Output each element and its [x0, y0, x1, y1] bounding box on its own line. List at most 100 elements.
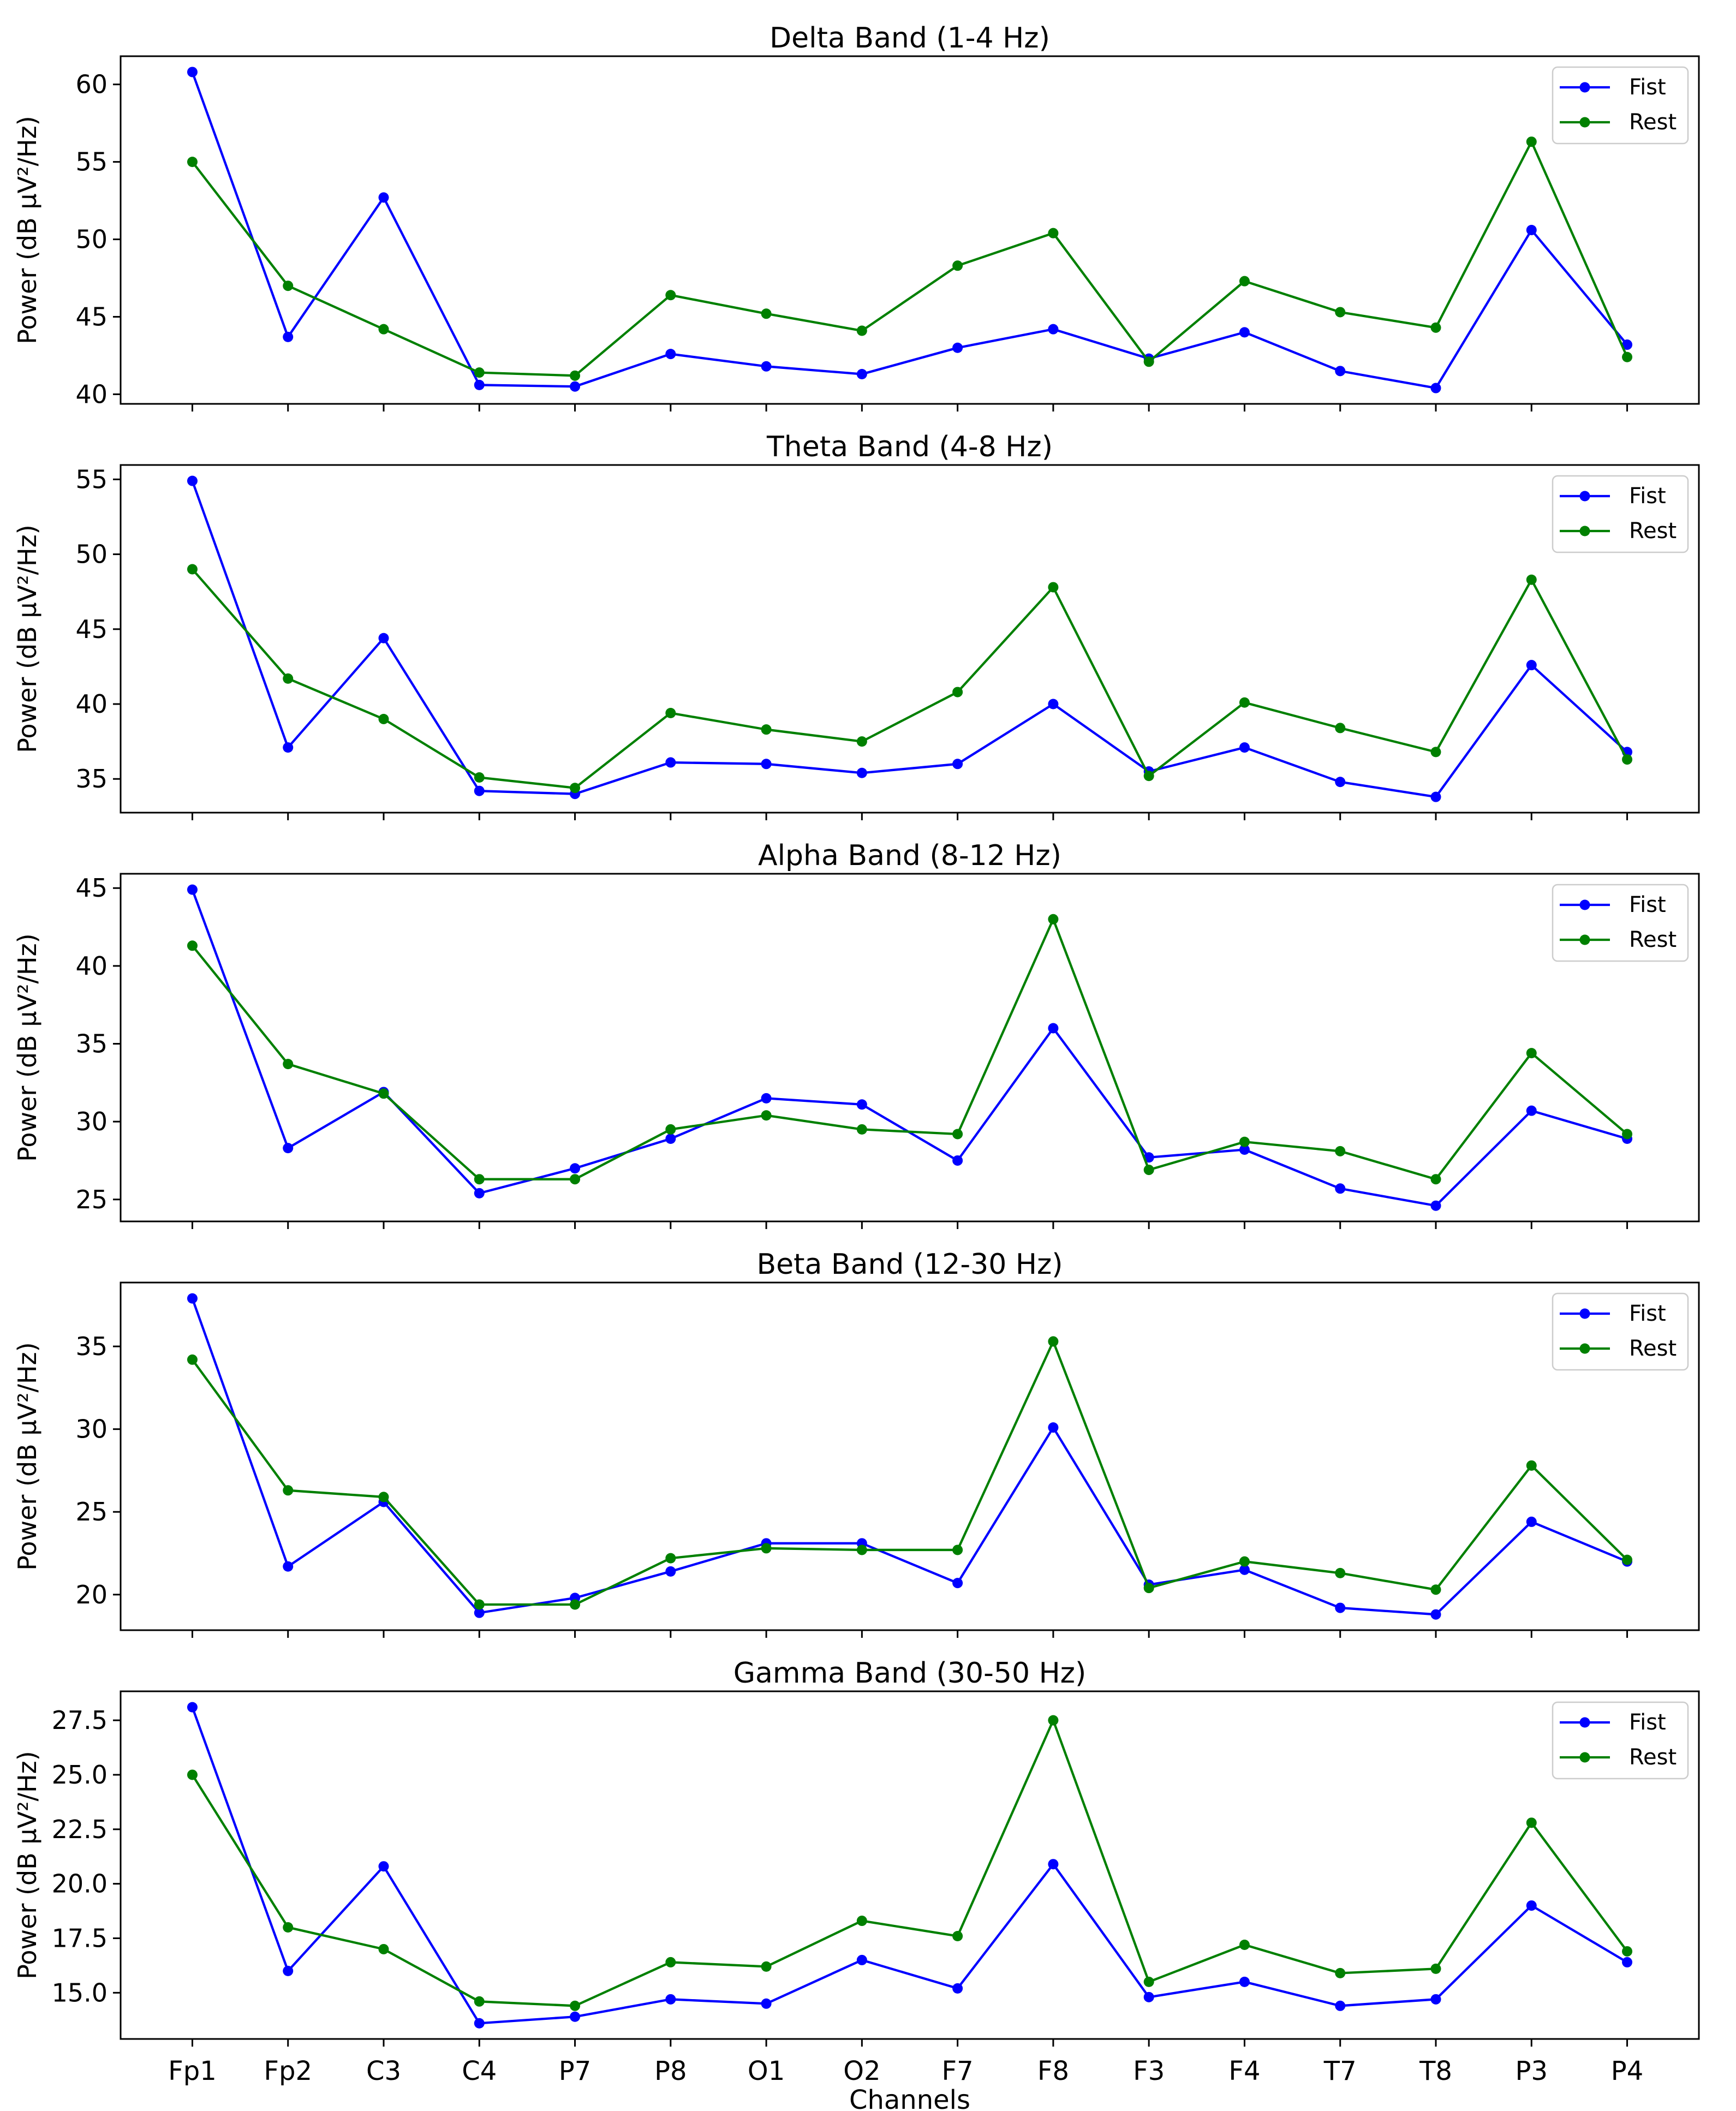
rest-marker-O2 — [856, 1545, 867, 1555]
fist-marker-O2 — [856, 368, 867, 379]
fist-marker-P3 — [1526, 1105, 1537, 1116]
fist-marker-T7 — [1335, 777, 1346, 788]
y-tick-label: 22.5 — [52, 1815, 108, 1844]
rest-marker-O1 — [761, 724, 772, 735]
fist-marker-F7 — [952, 1155, 963, 1166]
y-axis-label: Power (dB μV²/Hz) — [13, 116, 42, 344]
rest-marker-F4 — [1239, 697, 1250, 708]
fist-marker-T7 — [1335, 366, 1346, 377]
y-tick-label: 35 — [75, 1029, 108, 1059]
legend-marker-fist — [1579, 491, 1590, 502]
fist-marker-P8 — [665, 1134, 676, 1144]
fist-marker-F4 — [1239, 1976, 1250, 1987]
x-tick-label-O2: O2 — [843, 2056, 880, 2086]
fist-marker-F7 — [952, 1983, 963, 1994]
x-tick-label-F4: F4 — [1228, 2056, 1260, 2086]
fist-marker-Fp1 — [187, 67, 198, 77]
y-tick-label: 40 — [75, 951, 108, 981]
y-axis-ticks: 40 45 50 55 60 — [75, 70, 121, 409]
legend-label-fist: Fist — [1629, 1710, 1666, 1735]
rest-marker-C4 — [474, 1174, 485, 1185]
fist-marker-O2 — [856, 1099, 867, 1110]
legend-item-fist: Fist — [1560, 892, 1666, 917]
rest-marker-F8 — [1048, 914, 1059, 925]
fist-marker-T7 — [1335, 2000, 1346, 2011]
rest-marker-C4 — [474, 1599, 485, 1610]
rest-marker-P3 — [1526, 1048, 1537, 1059]
fist-series-line — [187, 1293, 1633, 1620]
rest-series-line — [187, 136, 1633, 381]
legend-marker-rest — [1579, 117, 1590, 128]
y-tick-label: 20 — [75, 1580, 108, 1609]
rest-marker-O2 — [856, 736, 867, 747]
rest-marker-P3 — [1526, 136, 1537, 147]
fist-marker-P4 — [1622, 1957, 1633, 1967]
rest-marker-Fp1 — [187, 157, 198, 168]
legend-label-rest: Rest — [1629, 1745, 1677, 1770]
rest-marker-P8 — [665, 1957, 676, 1967]
rest-marker-P7 — [570, 370, 581, 381]
legend-label-fist: Fist — [1629, 75, 1666, 100]
legend: Fist Rest — [1552, 66, 1689, 145]
legend-label-rest: Rest — [1629, 518, 1677, 544]
y-tick-label: 17.5 — [52, 1923, 108, 1953]
fist-marker-O1 — [761, 1093, 772, 1104]
fist-marker-Fp1 — [187, 884, 198, 895]
rest-marker-Fp1 — [187, 564, 198, 575]
fist-marker-C4 — [474, 2018, 485, 2029]
legend-label-rest: Rest — [1629, 110, 1677, 135]
x-tick-label-O1: O1 — [748, 2056, 785, 2086]
y-tick-label: 35 — [75, 1332, 108, 1361]
fist-marker-T7 — [1335, 1602, 1346, 1613]
fist-marker-T8 — [1430, 791, 1441, 802]
legend: Fist Rest — [1552, 1292, 1689, 1371]
rest-marker-O1 — [761, 1110, 772, 1121]
y-axis-ticks: 15.0 17.5 20.0 22.5 25.0 27.5 — [52, 1706, 121, 2007]
y-tick-label: 50 — [75, 540, 108, 569]
fist-marker-C4 — [474, 379, 485, 390]
legend-item-rest: Rest — [1560, 927, 1677, 952]
fist-marker-T7 — [1335, 1183, 1346, 1194]
x-tick-label-T7: T7 — [1323, 2056, 1357, 2086]
legend: Fist Rest — [1552, 1701, 1689, 1780]
rest-marker-F3 — [1143, 1976, 1154, 1987]
x-axis-label: Channels — [849, 2085, 970, 2111]
y-axis-label: Power (dB μV²/Hz) — [13, 524, 42, 753]
rest-marker-Fp1 — [187, 940, 198, 951]
rest-marker-P4 — [1622, 754, 1633, 765]
fist-marker-P3 — [1526, 660, 1537, 671]
rest-marker-Fp2 — [283, 1485, 294, 1496]
legend-marker-fist — [1579, 82, 1590, 93]
axes-frame — [120, 55, 1700, 405]
axes-frame — [120, 1690, 1700, 2040]
x-axis-ticks — [191, 404, 1628, 412]
subplot-delta-band: Delta Band (1-4 Hz) Power (dB μV²/Hz) 40 45… — [13, 22, 1700, 412]
rest-marker-T7 — [1335, 1146, 1346, 1156]
rest-marker-F4 — [1239, 1136, 1250, 1147]
fist-marker-Fp2 — [283, 1143, 294, 1154]
subplot-title: Theta Band (4-8 Hz) — [766, 431, 1053, 463]
fist-marker-F7 — [952, 1578, 963, 1589]
rest-marker-C3 — [378, 1943, 389, 1954]
fist-marker-F4 — [1239, 327, 1250, 338]
fist-marker-C3 — [378, 633, 389, 643]
rest-marker-Fp1 — [187, 1769, 198, 1780]
fist-marker-T8 — [1430, 1609, 1441, 1620]
fist-marker-Fp2 — [283, 1965, 294, 1976]
fist-marker-F3 — [1143, 1991, 1154, 2002]
rest-marker-F4 — [1239, 276, 1250, 287]
y-tick-label: 15.0 — [52, 1978, 108, 2007]
fist-marker-F7 — [952, 759, 963, 770]
fist-marker-C3 — [378, 1861, 389, 1872]
subplot-alpha-band: Alpha Band (8-12 Hz) Power (dB μV²/Hz) 25 3… — [13, 839, 1700, 1229]
rest-marker-C4 — [474, 772, 485, 783]
rest-marker-Fp2 — [283, 673, 294, 684]
rest-series-line — [187, 914, 1633, 1185]
x-tick-label-Fp1: Fp1 — [168, 2056, 217, 2086]
y-axis-label: Power (dB μV²/Hz) — [13, 1342, 42, 1570]
y-tick-label: 40 — [75, 689, 108, 719]
x-tick-label-T8: T8 — [1419, 2056, 1452, 2086]
y-tick-label: 20.0 — [52, 1869, 108, 1899]
fist-marker-Fp1 — [187, 1702, 198, 1713]
